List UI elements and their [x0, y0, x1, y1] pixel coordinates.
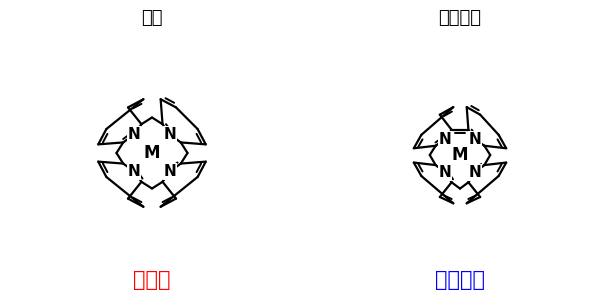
- Text: N: N: [164, 127, 177, 142]
- Text: N: N: [127, 127, 140, 142]
- Text: N: N: [468, 165, 481, 180]
- Text: 去甲咔咯: 去甲咔咯: [439, 9, 481, 27]
- Text: M: M: [144, 144, 160, 162]
- Text: N: N: [439, 131, 452, 147]
- Text: N: N: [439, 165, 452, 180]
- Text: M: M: [452, 146, 468, 164]
- Text: 芳香族: 芳香族: [133, 270, 170, 290]
- Text: 反芳香族: 反芳香族: [435, 270, 485, 290]
- Text: N: N: [164, 164, 177, 179]
- Text: N: N: [468, 131, 481, 147]
- Text: N: N: [127, 164, 140, 179]
- Text: 卟啉: 卟啉: [141, 9, 163, 27]
